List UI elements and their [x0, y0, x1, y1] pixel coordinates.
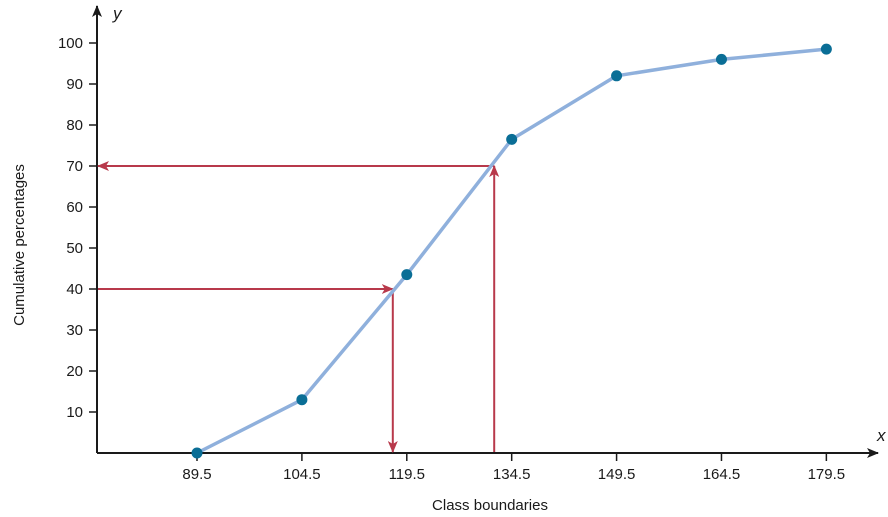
- data-point: [296, 394, 308, 406]
- y-tick-label: 100: [58, 35, 83, 52]
- x-tick-label: 89.5: [182, 466, 211, 483]
- data-point: [401, 269, 413, 281]
- data-point: [506, 133, 518, 145]
- y-tick-label: 20: [66, 363, 83, 380]
- y-tick-label: 60: [66, 199, 83, 216]
- data-point: [820, 43, 832, 55]
- x-axis-title: Class boundaries: [432, 497, 548, 514]
- x-tick-label: 164.5: [703, 466, 741, 483]
- x-tick-label: 134.5: [493, 466, 531, 483]
- data-series: [191, 43, 832, 459]
- annotation-arrows: [97, 161, 500, 453]
- axes: [92, 5, 879, 458]
- y-tick-label: 80: [66, 117, 83, 134]
- y-axis-letter: y: [112, 4, 123, 23]
- ticks: 89.5 104.5 119.5 134.5 149.5 164.5 179.5 10 20 30…: [58, 35, 845, 483]
- axis-labels: Class boundaries Cumulative percentages …: [11, 4, 886, 514]
- y-tick-label: 30: [66, 322, 83, 339]
- x-tick-label: 179.5: [808, 466, 846, 483]
- data-point: [715, 53, 727, 65]
- ogive-line: [196, 47, 827, 455]
- x-tick-label: 119.5: [389, 466, 425, 483]
- y-axis-title: Cumulative percentages: [11, 164, 28, 326]
- y-tick-label: 10: [66, 404, 83, 421]
- x-tick-label: 149.5: [598, 466, 636, 483]
- x-tick-label: 104.5: [283, 466, 321, 483]
- y-tick-label: 70: [66, 158, 83, 175]
- data-point: [191, 447, 203, 459]
- y-tick-label: 50: [66, 240, 83, 257]
- data-point: [611, 70, 623, 82]
- y-tick-label: 40: [66, 281, 83, 298]
- x-axis-letter: x: [876, 426, 886, 445]
- y-tick-label: 90: [66, 76, 83, 93]
